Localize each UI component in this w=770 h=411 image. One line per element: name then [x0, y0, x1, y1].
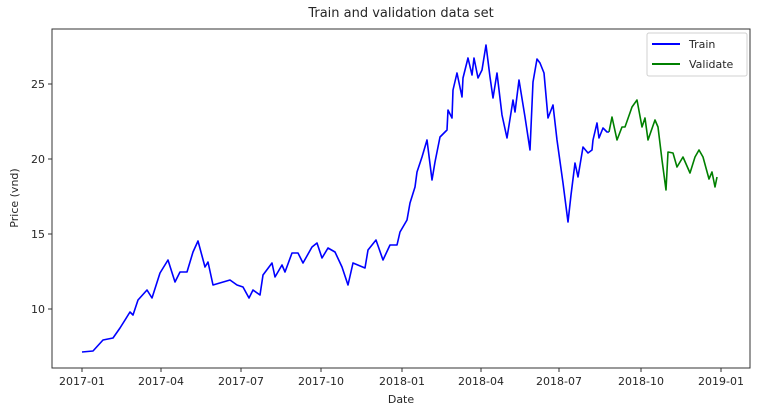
x-axis-label: Date [388, 393, 415, 406]
x-tick-label: 2018-04 [458, 375, 504, 388]
series-line-train [81, 44, 609, 353]
y-axis: 10 15 20 25 [31, 78, 52, 316]
x-tick-label: 2018-07 [536, 375, 582, 388]
axes-frame [51, 28, 751, 369]
x-tick-label: 2017-07 [218, 375, 264, 388]
legend-validate-label: Validate [689, 58, 734, 71]
y-axis-label: Price (vnd) [8, 168, 21, 227]
x-tick-label: 2017-10 [298, 375, 344, 388]
y-tick-label: 25 [31, 78, 45, 91]
x-tick-label: 2017-01 [59, 375, 105, 388]
x-tick-label: 2018-10 [618, 375, 664, 388]
x-tick-label: 2019-01 [698, 375, 744, 388]
series-line-validate [608, 99, 718, 191]
y-tick-label: 10 [31, 303, 45, 316]
chart-title: Train and validation data set [307, 6, 493, 21]
y-tick-label: 20 [31, 153, 45, 166]
x-tick-label: 2018-01 [379, 375, 425, 388]
x-axis: 2017-01 2017-04 2017-07 2017-10 2018-01 2018-… [59, 368, 744, 388]
legend-train-label: Train [688, 38, 715, 51]
y-tick-label: 15 [31, 228, 45, 241]
legend: Train Validate [646, 32, 748, 77]
x-tick-label: 2017-04 [138, 375, 184, 388]
plot-area [51, 28, 751, 369]
